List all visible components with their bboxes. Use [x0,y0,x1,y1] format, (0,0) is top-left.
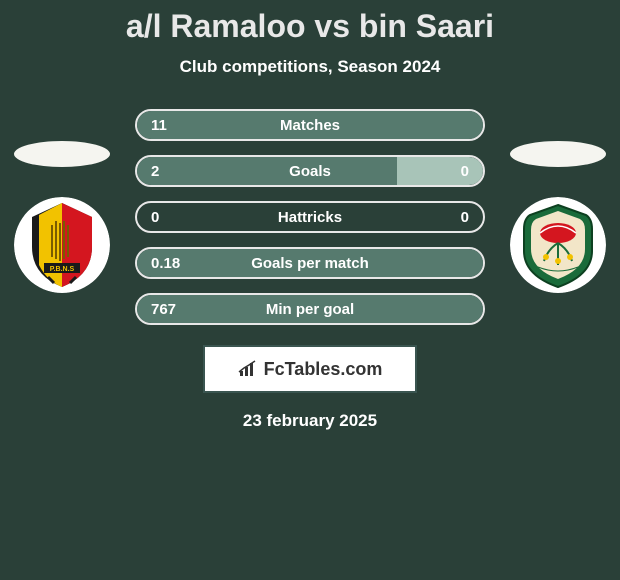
right-team-badge [510,197,606,293]
chart-icon [238,360,258,378]
stat-bar-hattricks: 0 Hattricks 0 [135,201,485,233]
right-badge-icon [510,197,606,293]
brand-box[interactable]: FcTables.com [203,345,417,393]
stat-label: Min per goal [137,301,483,318]
page-title: a/l Ramaloo vs bin Saari [0,8,620,45]
brand-text: FcTables.com [264,359,383,380]
stat-bar-goals-per-match: 0.18 Goals per match [135,247,485,279]
stat-right-value: 0 [461,163,469,180]
left-player-avatar [14,141,110,167]
stat-bar-matches: 11 Matches [135,109,485,141]
left-player-col: P.B.N.S [7,141,117,293]
stat-bar-min-per-goal: 767 Min per goal [135,293,485,325]
date-line: 23 february 2025 [0,411,620,431]
right-player-avatar [510,141,606,167]
stat-label: Goals [137,163,483,180]
stats-column: 11 Matches 2 Goals 0 0 Hattricks 0 [135,109,485,325]
stat-bar-goals: 2 Goals 0 [135,155,485,187]
comparison-row: P.B.N.S 11 Matches 2 Goals 0 [0,109,620,325]
subtitle: Club competitions, Season 2024 [0,57,620,77]
stat-right-value: 0 [461,209,469,226]
left-team-badge: P.B.N.S [14,197,110,293]
right-player-col [503,141,613,293]
stat-label: Goals per match [137,255,483,272]
comparison-widget: a/l Ramaloo vs bin Saari Club competitio… [0,0,620,431]
stat-label: Matches [137,117,483,134]
svg-text:P.B.N.S: P.B.N.S [50,266,75,273]
left-badge-icon: P.B.N.S [14,197,110,293]
stat-label: Hattricks [137,209,483,226]
